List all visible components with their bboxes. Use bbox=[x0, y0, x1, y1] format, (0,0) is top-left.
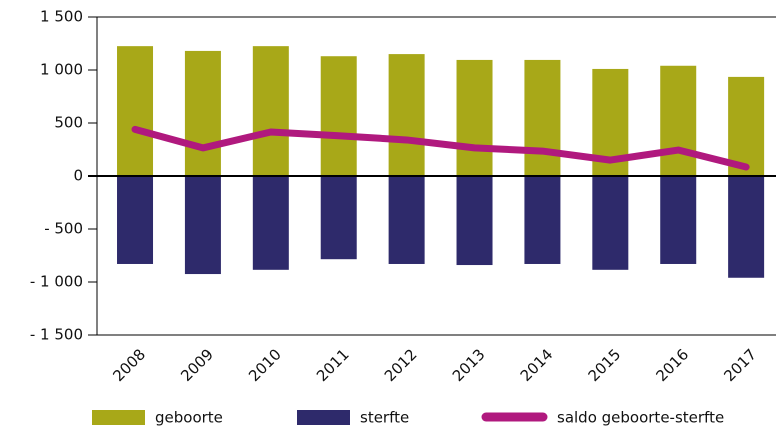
y-tick-label: - 500 bbox=[44, 220, 83, 238]
y-tick-label: - 1 000 bbox=[30, 273, 83, 291]
y-tick-label: 1 500 bbox=[40, 8, 83, 26]
bar bbox=[184, 50, 221, 176]
line bbox=[131, 125, 750, 171]
bar bbox=[252, 176, 289, 270]
bar bbox=[524, 176, 561, 264]
bar bbox=[117, 46, 154, 177]
x-tick-label: 2010 bbox=[245, 345, 285, 385]
bar bbox=[388, 54, 425, 176]
x-tick-label: 2013 bbox=[449, 345, 489, 385]
bar bbox=[592, 176, 629, 270]
legend-label: geboorte bbox=[155, 409, 223, 427]
y-tick-label: 0 bbox=[73, 167, 83, 185]
bar bbox=[320, 56, 357, 176]
bar bbox=[184, 176, 221, 275]
x-tick-label: 2015 bbox=[585, 345, 625, 385]
bar bbox=[660, 65, 697, 176]
x-tick-label: 2016 bbox=[653, 345, 693, 385]
legend-swatch bbox=[297, 410, 350, 425]
x-tick-label: 2008 bbox=[109, 345, 149, 385]
bar bbox=[320, 176, 357, 260]
bar bbox=[456, 176, 493, 266]
x-tick-label: 2009 bbox=[177, 345, 217, 385]
x-tick-label: 2014 bbox=[517, 345, 557, 385]
bar bbox=[728, 176, 765, 278]
bar bbox=[728, 76, 765, 176]
bar bbox=[252, 46, 289, 177]
bar bbox=[660, 176, 697, 264]
x-tick-label: 2011 bbox=[313, 345, 353, 385]
x-tick-label: 2017 bbox=[720, 345, 760, 385]
bar bbox=[524, 59, 561, 176]
y-tick-label: 1 000 bbox=[40, 61, 83, 79]
y-tick-label: - 1 500 bbox=[30, 326, 83, 344]
bar bbox=[117, 176, 154, 264]
x-tick-label: 2012 bbox=[381, 345, 421, 385]
y-tick-label: 500 bbox=[54, 114, 83, 132]
bar bbox=[456, 59, 493, 176]
legend-label: saldo geboorte-sterfte bbox=[557, 409, 724, 427]
bar bbox=[388, 176, 425, 264]
legend-label: sterfte bbox=[360, 409, 409, 427]
legend-swatch bbox=[92, 410, 145, 425]
